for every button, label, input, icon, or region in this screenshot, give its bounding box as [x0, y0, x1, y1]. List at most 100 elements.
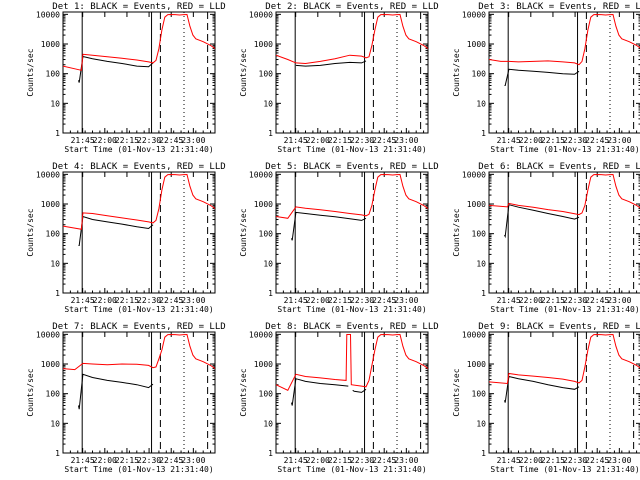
x-tick-label: 22:15 — [328, 136, 352, 145]
x-tick-label: 23:00 — [607, 456, 631, 465]
y-axis-label: Counts/sec — [452, 48, 461, 96]
y-tick-label: 100 — [472, 230, 487, 239]
plot-frame — [275, 11, 429, 134]
x-tick-label: 22:00 — [93, 296, 117, 305]
x-tick-label: 22:00 — [306, 456, 330, 465]
y-tick-label: 1 — [481, 289, 486, 298]
y-tick-label: 1000 — [467, 200, 486, 209]
x-tick-label: 23:00 — [394, 136, 418, 145]
y-tick-label: 1000 — [41, 200, 60, 209]
y-tick-label: 1 — [268, 129, 273, 138]
y-tick-label: 1 — [481, 129, 486, 138]
x-tick-label: 22:45 — [159, 456, 183, 465]
panel-det-6: Det 6: BLACK = Events, RED = LLD 1 10 100 10… — [452, 162, 640, 314]
y-tick-label: 1000 — [41, 360, 60, 369]
x-tick-label: 22:15 — [328, 456, 352, 465]
y-tick-label: 10000 — [462, 10, 486, 19]
plot-frame — [275, 331, 429, 454]
x-tick-label: 22:30 — [350, 136, 374, 145]
y-tick-label: 10 — [50, 419, 60, 428]
x-tick-label: 22:45 — [585, 296, 609, 305]
series-lld-line — [489, 173, 640, 216]
y-tick-label: 1000 — [254, 200, 273, 209]
series-events-line — [295, 60, 367, 67]
y-axis-label: Counts/sec — [452, 208, 461, 256]
x-tick-label: 22:15 — [541, 456, 565, 465]
series-events-line — [78, 215, 154, 246]
y-tick-label: 10000 — [249, 170, 273, 179]
x-tick-label: 22:00 — [519, 296, 543, 305]
series-lld-line — [489, 333, 640, 385]
x-tick-label: 22:45 — [159, 136, 183, 145]
series-lld-line — [489, 13, 640, 66]
plot-frame — [62, 331, 216, 454]
x-axis-label: Start Time (01-Nov-13 21:31:40) — [490, 465, 639, 474]
panel-title: Det 1: BLACK = Events, RED = LLD — [52, 2, 225, 12]
x-tick-label: 22:15 — [115, 296, 139, 305]
y-tick-label: 1000 — [254, 360, 273, 369]
x-tick-label: 22:15 — [115, 136, 139, 145]
x-axis-label: Start Time (01-Nov-13 21:31:40) — [277, 305, 426, 314]
x-tick-label: 23:00 — [607, 296, 631, 305]
x-axis-label: Start Time (01-Nov-13 21:31:40) — [64, 305, 213, 314]
y-axis-label: Counts/sec — [452, 368, 461, 416]
y-axis-label: Counts/sec — [239, 208, 248, 256]
y-tick-label: 100 — [46, 230, 61, 239]
series-lld-line — [63, 13, 215, 71]
x-axis-label: Start Time (01-Nov-13 21:31:40) — [64, 465, 213, 474]
x-tick-label: 22:45 — [585, 456, 609, 465]
x-tick-label: 21:45 — [284, 456, 308, 465]
panel-title: Det 3: BLACK = Events, RED = LLD — [478, 2, 640, 12]
y-tick-label: 10000 — [36, 10, 60, 19]
plot-frame — [488, 11, 640, 134]
x-tick-label: 22:00 — [93, 456, 117, 465]
series-lld-line — [63, 333, 215, 371]
x-tick-label: 23:00 — [181, 456, 205, 465]
x-tick-label: 22:45 — [372, 136, 396, 145]
panel-title: Det 6: BLACK = Events, RED = LLD — [478, 162, 640, 172]
series-events-line — [291, 378, 367, 406]
series-events-line — [504, 204, 580, 239]
x-tick-label: 22:45 — [585, 136, 609, 145]
y-tick-label: 1000 — [467, 360, 486, 369]
series-events-line — [504, 375, 580, 403]
panel-title: Det 9: BLACK = Events, RED = LLD — [478, 322, 640, 332]
x-tick-label: 23:00 — [181, 136, 205, 145]
y-tick-label: 1000 — [41, 40, 60, 49]
x-tick-label: 22:30 — [563, 456, 587, 465]
series-events-line — [504, 68, 580, 86]
y-tick-label: 1 — [55, 289, 60, 298]
x-tick-label: 22:00 — [306, 296, 330, 305]
series-events-line — [291, 211, 367, 241]
y-tick-label: 1 — [55, 129, 60, 138]
x-tick-label: 21:45 — [71, 296, 95, 305]
y-tick-label: 100 — [259, 70, 274, 79]
y-tick-label: 1 — [268, 449, 273, 458]
x-tick-label: 22:15 — [541, 296, 565, 305]
series-lld-line — [63, 173, 215, 230]
x-tick-label: 22:30 — [563, 296, 587, 305]
panel-title: Det 8: BLACK = Events, RED = LLD — [265, 322, 438, 332]
x-tick-label: 21:45 — [497, 456, 521, 465]
y-tick-label: 1 — [481, 449, 486, 458]
y-tick-label: 10000 — [462, 170, 486, 179]
x-axis-label: Start Time (01-Nov-13 21:31:40) — [277, 465, 426, 474]
y-tick-label: 100 — [46, 70, 61, 79]
x-tick-label: 21:45 — [497, 136, 521, 145]
y-axis-label: Counts/sec — [26, 208, 35, 256]
x-tick-label: 22:30 — [563, 136, 587, 145]
x-tick-label: 23:00 — [394, 296, 418, 305]
y-tick-label: 100 — [46, 390, 61, 399]
y-tick-label: 10 — [263, 419, 273, 428]
y-axis-label: Counts/sec — [239, 48, 248, 96]
y-tick-label: 1 — [55, 449, 60, 458]
series-lld-line — [276, 13, 428, 65]
x-tick-label: 23:00 — [181, 296, 205, 305]
panel-det-2: Det 2: BLACK = Events, RED = LLD 1 10 100 10… — [239, 2, 439, 154]
y-tick-label: 10 — [476, 259, 486, 268]
x-tick-label: 21:45 — [71, 136, 95, 145]
plot-frame — [488, 331, 640, 454]
x-tick-label: 22:30 — [350, 296, 374, 305]
series-events-line — [78, 55, 154, 83]
